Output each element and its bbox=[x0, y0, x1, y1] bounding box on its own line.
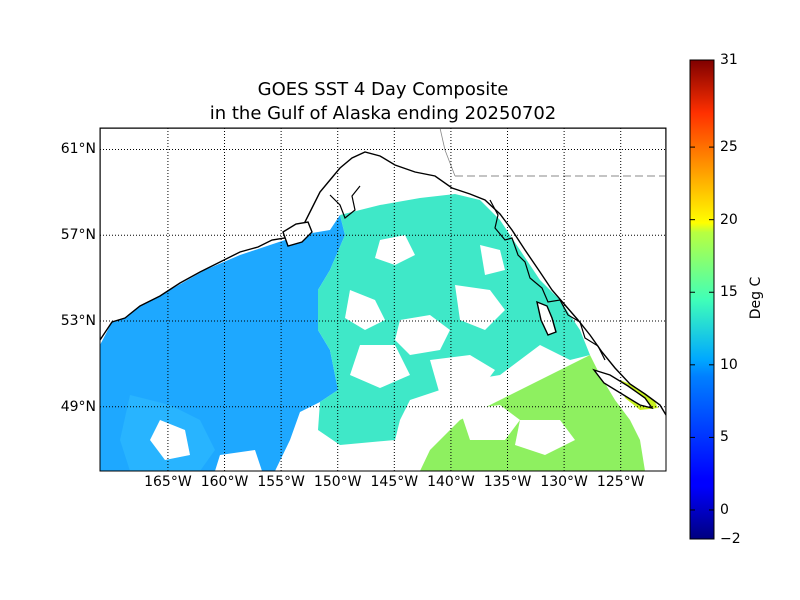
colorbar-label: Deg C bbox=[748, 276, 764, 320]
lat-tick-label: 61°N bbox=[60, 141, 96, 158]
colorbar-tick-label: 5 bbox=[720, 429, 729, 446]
lon-tick-label: 160°W bbox=[200, 474, 249, 490]
colorbar-tick-label: −2 bbox=[720, 531, 741, 547]
colorbar-tick-label: 31 bbox=[720, 52, 738, 68]
lon-tick-label: 150°W bbox=[313, 474, 362, 490]
map-grid bbox=[100, 128, 666, 471]
haida-gwaii bbox=[536, 300, 557, 336]
southeast-alaska-fjords bbox=[489, 199, 606, 361]
chart-title-line-2: in the Gulf of Alaska ending 20250702 bbox=[209, 103, 557, 124]
colorbar-tick-label: 15 bbox=[720, 284, 738, 301]
colorbar-tick-label: 10 bbox=[720, 356, 738, 373]
lon-tick-label: 135°W bbox=[483, 474, 532, 490]
colorbar bbox=[689, 59, 715, 540]
lon-tick-label: 125°W bbox=[596, 474, 645, 490]
colorbar-tick-label: 20 bbox=[720, 211, 738, 228]
cloud-gaps bbox=[150, 235, 575, 471]
lon-tick-label: 165°W bbox=[144, 474, 192, 490]
northern-border bbox=[439, 128, 456, 177]
colorbar-tick-label: 0 bbox=[720, 501, 729, 518]
colorbar-ticks bbox=[690, 59, 714, 540]
vancouver-island bbox=[592, 368, 654, 410]
lat-tick-label: 57°N bbox=[60, 227, 96, 244]
kodiak-island bbox=[282, 221, 313, 247]
sst-warm-region bbox=[420, 355, 645, 471]
kenai-peninsula bbox=[329, 185, 361, 219]
lon-tick-label: 155°W bbox=[257, 474, 305, 490]
lat-tick-label: 49°N bbox=[60, 398, 96, 415]
lat-tick-label: 53°N bbox=[60, 312, 96, 329]
chart-title-line-1: GOES SST 4 Day Composite bbox=[257, 79, 509, 100]
map-content bbox=[100, 128, 666, 471]
lon-tick-label: 145°W bbox=[370, 474, 419, 490]
colorbar-tick-label: 25 bbox=[720, 139, 738, 156]
map-frame bbox=[99, 127, 667, 472]
lon-tick-label: 140°W bbox=[427, 474, 475, 490]
lon-tick-label: 130°W bbox=[540, 474, 588, 490]
